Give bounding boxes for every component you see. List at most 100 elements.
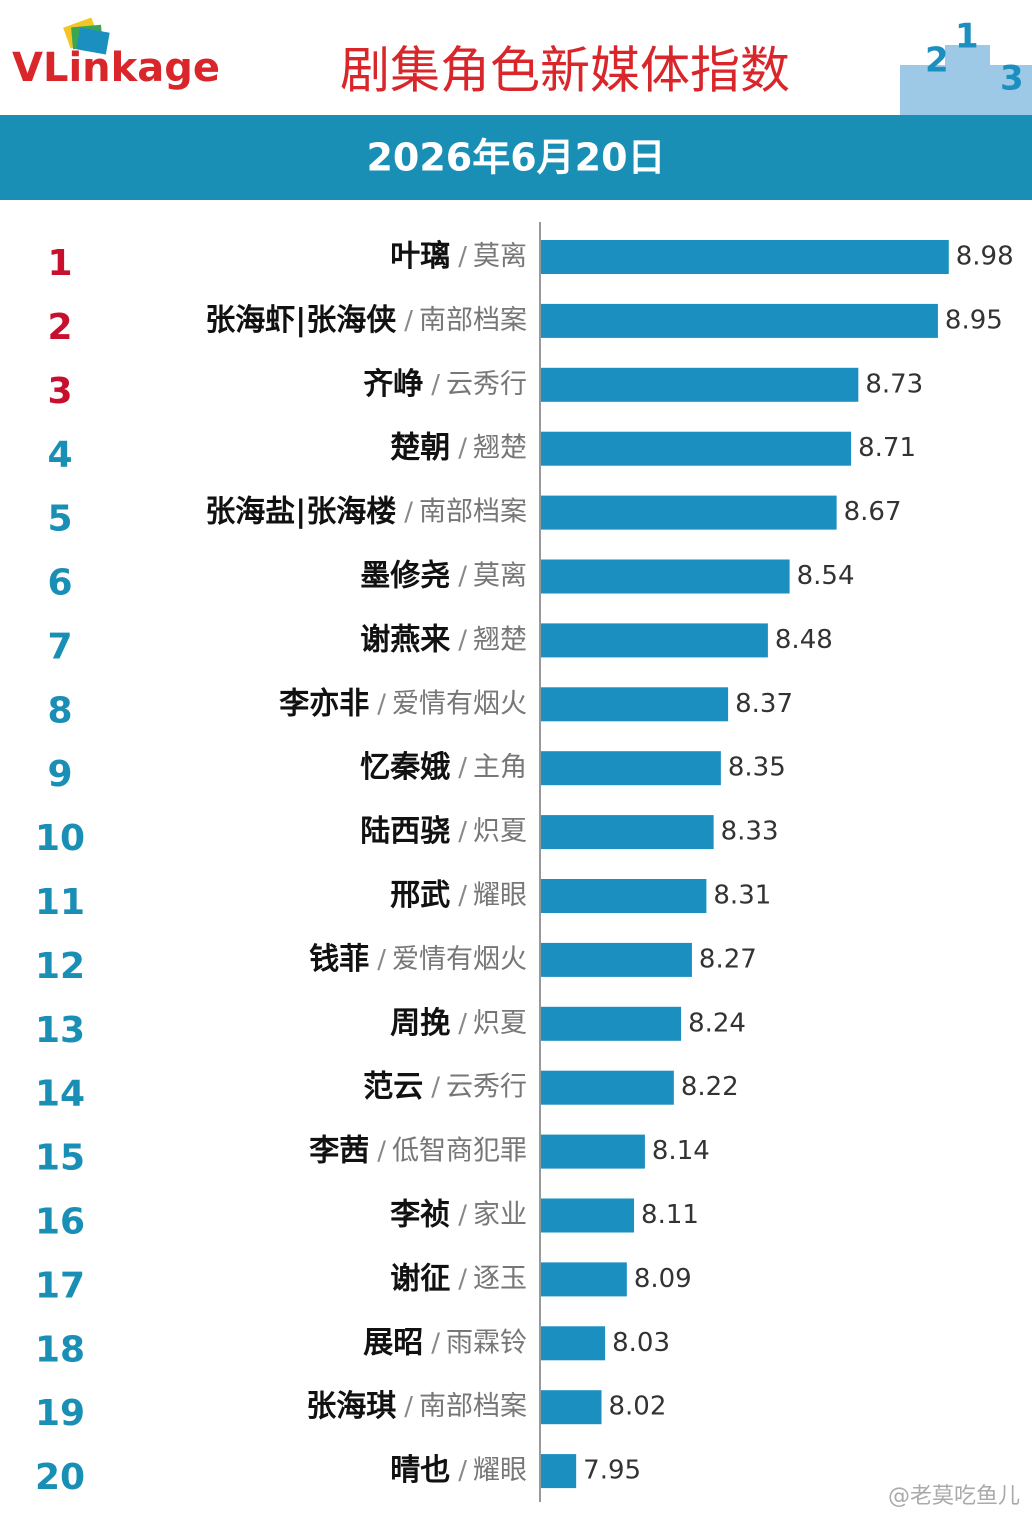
separator: / <box>458 625 467 655</box>
drama-name: 南部档案 <box>419 304 527 335</box>
value-label: 8.09 <box>634 1264 692 1294</box>
row-label: 张海盐|张海楼 / 南部档案 <box>205 494 527 529</box>
bar <box>541 1198 635 1233</box>
character-name: 齐峥 <box>363 366 423 401</box>
separator: / <box>404 497 413 527</box>
bar <box>541 303 938 338</box>
bar <box>541 1134 645 1169</box>
separator: / <box>458 561 467 591</box>
separator: / <box>458 1456 467 1486</box>
rank: 8 <box>47 690 72 731</box>
separator: / <box>431 369 440 399</box>
row-label: 张海虾|张海侠 / 南部档案 <box>205 302 527 337</box>
date-band <box>0 115 1032 200</box>
separator: / <box>458 242 467 272</box>
rank: 16 <box>35 1202 85 1243</box>
bar <box>541 815 714 850</box>
character-name: 邢武 <box>390 878 450 913</box>
separator: / <box>431 1328 440 1358</box>
bar <box>541 623 768 658</box>
rank: 12 <box>35 946 85 987</box>
separator: / <box>404 305 413 335</box>
character-name: 李祯 <box>390 1197 450 1232</box>
rank: 1 <box>47 243 72 284</box>
value-label: 8.67 <box>844 497 902 527</box>
value-label: 8.37 <box>735 689 793 719</box>
row-label: 展昭 / 雨霖铃 <box>363 1325 527 1360</box>
value-label: 8.95 <box>945 305 1003 335</box>
character-name: 李亦非 <box>279 686 369 721</box>
value-label: 8.54 <box>797 561 855 591</box>
row-label: 周挽 / 炽夏 <box>390 1005 527 1040</box>
bar <box>541 942 692 977</box>
drama-name: 云秀行 <box>446 1071 527 1102</box>
rank: 15 <box>35 1138 85 1179</box>
value-label: 8.98 <box>956 242 1014 272</box>
separator: / <box>458 881 467 911</box>
watermark: @老莫吃鱼儿 <box>888 1484 1020 1509</box>
character-name: 张海琪 <box>306 1389 396 1424</box>
value-label: 8.31 <box>713 881 771 911</box>
row-label: 钱菲 / 爱情有烟火 <box>309 941 527 976</box>
svg-text:1: 1 <box>955 17 979 57</box>
drama-name: 翘楚 <box>473 624 527 655</box>
rank: 11 <box>35 882 85 923</box>
row-label: 谢征 / 逐玉 <box>390 1261 527 1296</box>
separator: / <box>458 433 467 463</box>
row-label: 齐峥 / 云秀行 <box>363 366 527 401</box>
bar <box>541 1262 627 1297</box>
rank: 19 <box>35 1393 85 1434</box>
character-name: 谢征 <box>390 1261 450 1296</box>
character-name: 李茜 <box>309 1133 369 1168</box>
rank: 7 <box>47 626 72 667</box>
rank: 6 <box>47 563 72 604</box>
drama-name: 莫离 <box>473 560 527 591</box>
value-label: 8.48 <box>775 625 833 655</box>
row-label: 张海琪 / 南部档案 <box>306 1389 527 1424</box>
row-label: 邢武 / 耀眼 <box>390 878 527 913</box>
character-name: 陆西骁 <box>360 814 450 849</box>
drama-name: 爱情有烟火 <box>392 943 527 974</box>
rank: 3 <box>47 371 72 412</box>
rank: 2 <box>47 307 72 348</box>
row-label: 忆秦娥 / 主角 <box>360 750 527 785</box>
podium-icon: 2 1 3 <box>900 17 1032 115</box>
bar <box>541 879 707 913</box>
separator: / <box>458 1200 467 1230</box>
drama-name: 南部档案 <box>419 1391 527 1422</box>
value-label: 8.73 <box>865 369 923 399</box>
character-name: 晴也 <box>390 1453 450 1488</box>
rank: 9 <box>47 754 72 795</box>
row-label: 李亦非 / 爱情有烟火 <box>279 686 527 721</box>
chart-title: 剧集角色新媒体指数 <box>340 42 790 100</box>
bar <box>541 1070 674 1105</box>
rank: 17 <box>35 1265 85 1306</box>
svg-text:2: 2 <box>925 41 949 81</box>
separator: / <box>431 1072 440 1102</box>
separator: / <box>377 1136 386 1166</box>
drama-name: 炽夏 <box>473 816 527 847</box>
row-label: 范云 / 云秀行 <box>363 1069 527 1104</box>
drama-name: 炽夏 <box>473 1007 527 1038</box>
character-name: 周挽 <box>390 1005 450 1040</box>
row-label: 叶璃 / 莫离 <box>390 239 527 274</box>
drama-name: 耀眼 <box>473 880 527 911</box>
bar <box>541 495 837 530</box>
value-label: 8.71 <box>858 433 916 463</box>
drama-name: 爱情有烟火 <box>392 688 527 719</box>
drama-name: 云秀行 <box>446 368 527 399</box>
value-label: 8.03 <box>612 1328 670 1358</box>
bar <box>541 559 790 594</box>
character-name: 钱菲 <box>309 941 369 976</box>
value-label: 8.33 <box>721 817 779 847</box>
drama-name: 主角 <box>473 752 527 783</box>
bar <box>541 240 949 274</box>
bar <box>541 1454 577 1489</box>
row-label: 楚朝 / 翘楚 <box>390 430 527 465</box>
bar <box>541 367 859 402</box>
character-name: 墨修尧 <box>360 558 450 593</box>
rank: 20 <box>35 1457 85 1498</box>
rank: 10 <box>35 818 85 859</box>
row-label: 晴也 / 耀眼 <box>390 1453 527 1488</box>
